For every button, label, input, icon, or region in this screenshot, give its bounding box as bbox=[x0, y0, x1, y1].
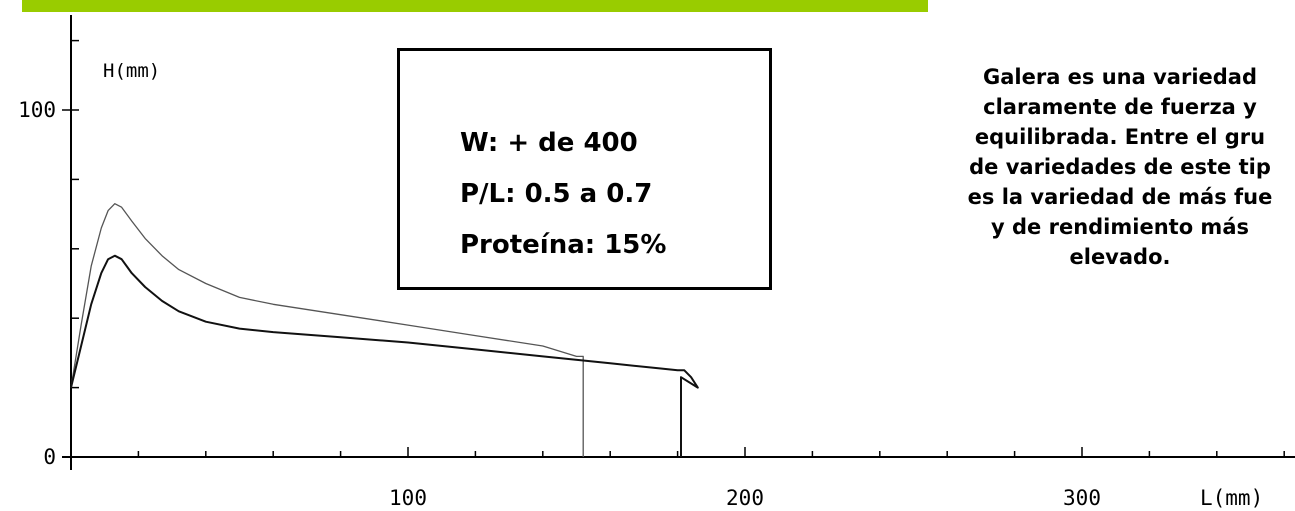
info-w-value: W: + de 400 bbox=[460, 128, 638, 158]
y-tick-label: 0 bbox=[43, 445, 56, 469]
description-line: elevado. bbox=[1069, 245, 1171, 269]
x-tick-label: 100 bbox=[389, 486, 427, 510]
chart-tick-labels: 100 200 300 0 100 bbox=[18, 98, 1101, 510]
alveogram-curve-lower bbox=[70, 254, 699, 457]
chart-curves bbox=[70, 203, 699, 457]
description-line: es la variedad de más fue bbox=[967, 185, 1273, 209]
variety-description: Galera es una variedad claramente de fue… bbox=[840, 62, 1295, 272]
x-tick-label: 200 bbox=[726, 486, 764, 510]
description-line: equilibrada. Entre el gru bbox=[974, 125, 1266, 149]
info-box: W: + de 400 P/L: 0.5 a 0.7 Proteína: 15% bbox=[397, 48, 772, 290]
y-tick-label: 100 bbox=[18, 98, 56, 122]
top-accent-bar bbox=[22, 0, 928, 12]
x-axis-label: L(mm) bbox=[1200, 486, 1263, 510]
description-line: Galera es una variedad bbox=[982, 65, 1257, 89]
description-line: de variedades de este tip bbox=[969, 155, 1271, 179]
chart-ticks bbox=[62, 39, 1285, 458]
info-pl-value: P/L: 0.5 a 0.7 bbox=[460, 179, 653, 209]
description-line: y de rendimiento más bbox=[991, 215, 1249, 239]
x-tick-label: 300 bbox=[1063, 486, 1101, 510]
y-axis-label: H(mm) bbox=[103, 60, 160, 82]
chart-axes bbox=[62, 15, 1295, 470]
description-line: claramente de fuerza y bbox=[983, 95, 1257, 119]
alveogram-curve-upper bbox=[70, 203, 584, 457]
info-protein-value: Proteína: 15% bbox=[460, 230, 667, 260]
